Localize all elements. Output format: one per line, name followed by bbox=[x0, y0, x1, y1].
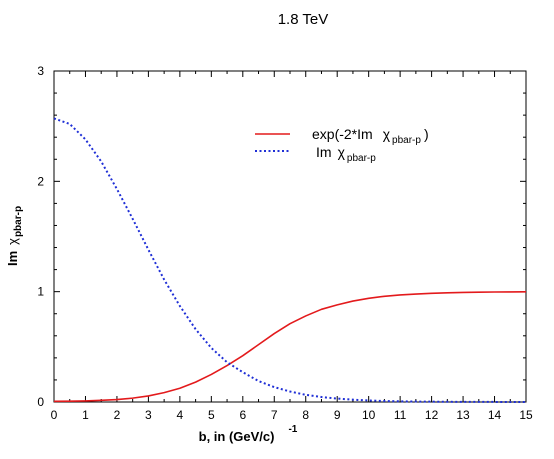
series-layer bbox=[53, 117, 527, 403]
x-tick-label: 12 bbox=[425, 408, 439, 422]
y-axis-ticks: 0 1 2 3 bbox=[37, 64, 526, 409]
x-axis-label: b, in (GeV/c) -1 bbox=[199, 424, 298, 444]
plot-frame bbox=[53, 70, 527, 403]
x-axis-label-superscript: -1 bbox=[288, 424, 297, 435]
x-tick-label: 14 bbox=[488, 408, 502, 422]
x-tick-label: 1 bbox=[82, 408, 89, 422]
y-axis-label: Im χpbar-p bbox=[5, 206, 24, 266]
y-axis-label-main: Im bbox=[5, 251, 20, 266]
x-tick-label: 5 bbox=[208, 408, 215, 422]
x-tick-label: 6 bbox=[239, 408, 246, 422]
legend-label-0-subscript: pbar-p bbox=[392, 135, 421, 146]
y-tick-label: 0 bbox=[37, 395, 44, 409]
x-tick-label: 10 bbox=[362, 408, 376, 422]
y-axis-label-subscript: pbar-p bbox=[13, 206, 24, 237]
x-tick-label: 15 bbox=[519, 408, 533, 422]
legend-label-1-subscript: pbar-p bbox=[347, 153, 376, 164]
legend-label-0-close: ) bbox=[424, 126, 429, 142]
series-line-1 bbox=[53, 117, 527, 403]
x-tick-label: 7 bbox=[271, 408, 278, 422]
y-tick-label: 3 bbox=[37, 64, 44, 78]
x-axis-label-main: b, in (GeV/c) bbox=[199, 429, 275, 444]
legend-label-1: Im χ pbar-p bbox=[316, 144, 376, 164]
y-axis-label-symbol: χ bbox=[5, 238, 20, 245]
x-axis-ticks: 0 1 2 3 4 5 6 7 8 9 10 11 12 13 14 15 bbox=[51, 71, 533, 422]
x-tick-label: 8 bbox=[302, 408, 309, 422]
legend-label-0-main: exp(-2*Im bbox=[312, 126, 373, 142]
series-line-0 bbox=[53, 290, 527, 403]
x-tick-label: 9 bbox=[334, 408, 341, 422]
x-tick-label: 2 bbox=[114, 408, 121, 422]
chart-title: 1.8 TeV bbox=[278, 11, 329, 28]
x-tick-label: 3 bbox=[145, 408, 152, 422]
legend-label-1-main: Im bbox=[316, 144, 332, 160]
x-tick-label: 0 bbox=[51, 408, 58, 422]
legend-label-0: exp(-2*Im χ pbar-p) bbox=[312, 126, 429, 146]
legend: exp(-2*Im χ pbar-p) Im χ pbar-p bbox=[255, 126, 429, 164]
x-tick-label: 13 bbox=[456, 408, 470, 422]
y-tick-label: 1 bbox=[37, 285, 44, 299]
legend-label-1-symbol: χ bbox=[338, 144, 346, 160]
x-tick-label: 4 bbox=[177, 408, 184, 422]
x-tick-label: 11 bbox=[394, 408, 407, 422]
legend-label-0-symbol: χ bbox=[383, 126, 391, 142]
y-tick-label: 2 bbox=[37, 174, 44, 188]
